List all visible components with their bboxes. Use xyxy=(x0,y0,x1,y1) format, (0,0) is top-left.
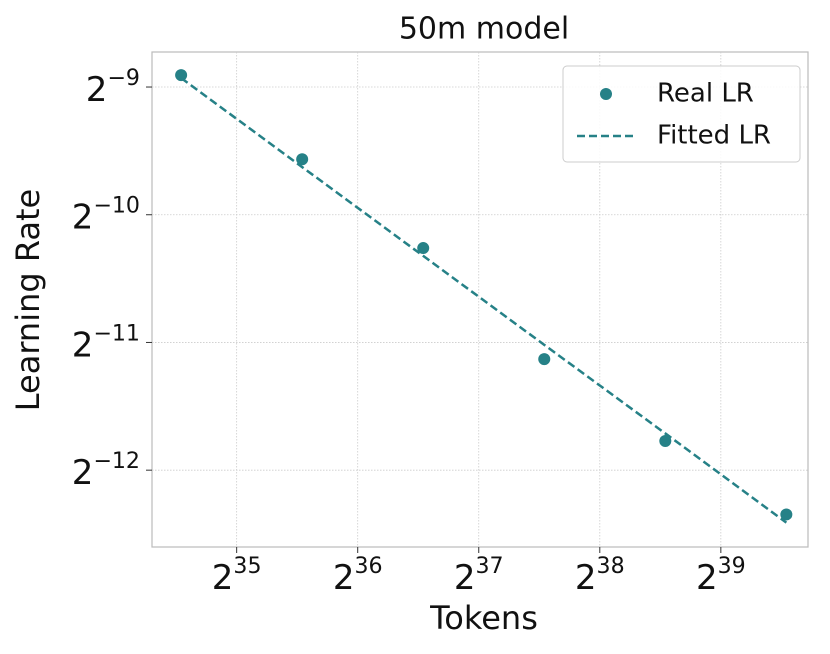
y-axis-label: Learning Rate xyxy=(9,189,47,411)
data-point xyxy=(780,508,793,521)
legend-box xyxy=(562,65,801,163)
x-tick-label: 237 xyxy=(454,553,504,598)
data-point xyxy=(538,353,551,366)
x-tick-label: 238 xyxy=(575,553,625,598)
y-tick-label: 2−12 xyxy=(72,448,140,493)
x-tick-label: 235 xyxy=(212,553,262,598)
data-point xyxy=(175,69,188,82)
chart-title: 50m model xyxy=(399,12,569,47)
x-tick-label: 236 xyxy=(333,553,383,598)
legend-label: Fitted LR xyxy=(657,121,771,151)
x-axis-label: Tokens xyxy=(429,599,538,637)
plot-frame xyxy=(151,51,809,548)
data-point xyxy=(417,242,430,255)
legend-swatch xyxy=(600,88,612,100)
fitted-line xyxy=(180,77,788,524)
legend-label: Real LR xyxy=(657,79,754,109)
y-tick-label: 2−10 xyxy=(72,192,140,237)
data-point xyxy=(296,153,309,166)
x-tick-label: 239 xyxy=(696,553,746,598)
y-tick-label: 2−11 xyxy=(72,320,140,365)
y-tick-label: 2−9 xyxy=(86,65,140,110)
data-point xyxy=(659,435,672,448)
